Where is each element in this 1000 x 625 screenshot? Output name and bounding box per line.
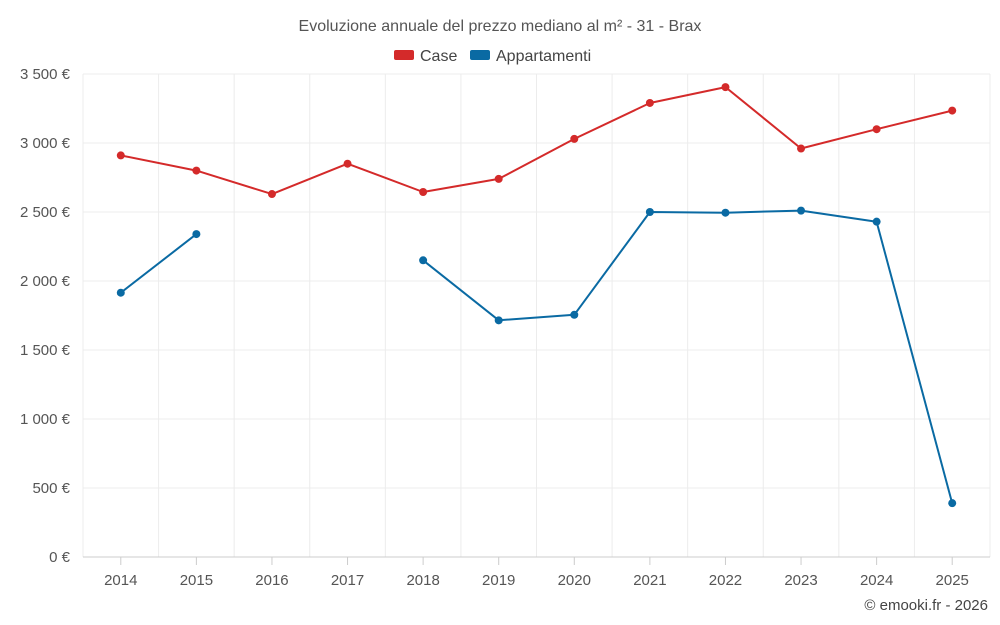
data-point-case[interactable] xyxy=(721,83,730,92)
x-tick-label: 2019 xyxy=(482,572,515,589)
x-tick-label: 2017 xyxy=(331,572,364,589)
series-line-appartamenti xyxy=(120,209,954,504)
y-tick-label: 1 500 € xyxy=(20,342,71,359)
x-tick-label: 2018 xyxy=(406,572,439,589)
y-tick-label: 2 000 € xyxy=(20,273,71,290)
y-axis-ticks: 0 € 500 € 1 000 € 1 500 € 2 000 € 2 500 € 3 00… xyxy=(20,66,71,566)
x-tick-label: 2015 xyxy=(180,572,213,589)
credit-text: © emooki.fr - 2026 xyxy=(864,597,988,614)
x-tick-label: 2025 xyxy=(936,572,969,589)
x-axis-ticks: 2014 2015 2016 2017 2018 2019 2020 2021 2022 2023… xyxy=(104,557,969,589)
data-point-case[interactable] xyxy=(570,134,579,143)
y-tick-label: 0 € xyxy=(49,549,71,566)
y-tick-label: 2 500 € xyxy=(20,204,71,221)
data-point-appartamenti[interactable] xyxy=(192,230,201,239)
data-point-appartamenti[interactable] xyxy=(419,256,428,265)
series-group xyxy=(116,83,957,508)
data-point-case[interactable] xyxy=(419,187,428,196)
chart-title: Evoluzione annuale del prezzo mediano al… xyxy=(299,18,702,35)
data-point-appartamenti[interactable] xyxy=(872,217,881,226)
x-tick-label: 2022 xyxy=(709,572,742,589)
legend-label-case[interactable]: Case xyxy=(420,48,457,65)
data-point-case[interactable] xyxy=(872,125,881,134)
x-tick-label: 2023 xyxy=(784,572,817,589)
y-tick-label: 3 500 € xyxy=(20,66,71,83)
data-point-appartamenti[interactable] xyxy=(797,206,806,215)
legend-swatch-case xyxy=(394,50,414,60)
y-tick-label: 1 000 € xyxy=(20,411,71,428)
data-point-case[interactable] xyxy=(494,174,503,183)
x-tick-label: 2024 xyxy=(860,572,893,589)
data-point-appartamenti[interactable] xyxy=(948,499,957,508)
y-tick-label: 3 000 € xyxy=(20,135,71,152)
x-tick-label: 2016 xyxy=(255,572,288,589)
x-tick-label: 2014 xyxy=(104,572,137,589)
data-point-case[interactable] xyxy=(645,98,654,107)
data-point-case[interactable] xyxy=(192,166,201,175)
data-point-appartamenti[interactable] xyxy=(116,288,125,297)
legend: Case Appartamenti xyxy=(394,48,591,65)
data-point-appartamenti[interactable] xyxy=(645,208,654,216)
data-point-case[interactable] xyxy=(948,106,957,115)
y-tick-label: 500 € xyxy=(32,480,70,497)
data-point-case[interactable] xyxy=(116,151,125,160)
data-point-appartamenti[interactable] xyxy=(570,310,579,319)
x-gridlines xyxy=(82,74,991,557)
legend-label-appartamenti[interactable]: Appartamenti xyxy=(496,48,591,65)
y-gridlines xyxy=(83,73,990,489)
data-point-case[interactable] xyxy=(267,190,276,199)
legend-swatch-appartamenti xyxy=(470,50,490,60)
data-point-case[interactable] xyxy=(343,159,352,168)
x-tick-label: 2021 xyxy=(633,572,666,589)
series-line-case xyxy=(120,86,953,196)
data-point-appartamenti[interactable] xyxy=(494,316,503,325)
data-point-appartamenti[interactable] xyxy=(721,208,730,217)
x-tick-label: 2020 xyxy=(558,572,591,589)
data-point-case[interactable] xyxy=(797,144,806,153)
